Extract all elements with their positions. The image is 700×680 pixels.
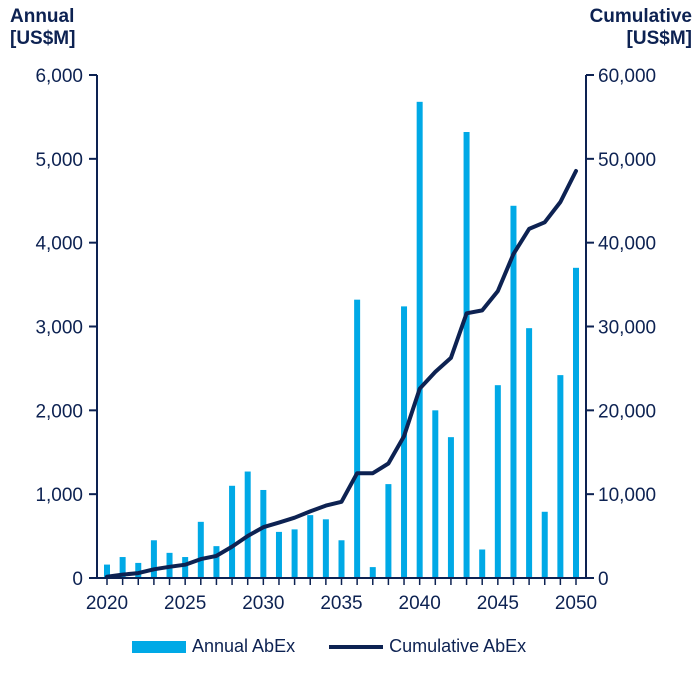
bar-2035: [338, 540, 345, 578]
bar-2023: [150, 540, 157, 578]
bar-2041: [432, 410, 439, 578]
left-tick-label: 0: [72, 569, 83, 590]
right-axis-label-line1: Cumulative: [589, 6, 692, 27]
right-axis-label: Cumulative [US$M]: [590, 6, 692, 50]
right-tick-label: 0: [598, 569, 609, 590]
left-axis-label: Annual [US$M]: [10, 6, 75, 50]
left-axis-label-line1: Annual: [10, 6, 75, 27]
x-tick-label: 2050: [555, 593, 597, 614]
x-tick-label: 2030: [242, 593, 284, 614]
x-tick-label: 2040: [399, 593, 441, 614]
legend-label-cumulative: Cumulative AbEx: [389, 636, 527, 656]
bar-2028: [229, 485, 236, 578]
left-tick-label: 4,000: [35, 234, 83, 255]
bar-2039: [401, 306, 408, 578]
left-tick-label: 2,000: [35, 401, 83, 422]
bar-2050: [573, 267, 579, 578]
left-tick-label: 3,000: [35, 318, 83, 339]
x-tick-label: 2025: [164, 593, 206, 614]
bar-2027: [213, 546, 220, 578]
legend: Annual AbEx Cumulative AbEx: [132, 636, 526, 657]
right-tick-label: 60,000: [598, 66, 656, 87]
bar-2022: [135, 562, 142, 578]
bar-2048: [541, 511, 548, 578]
bar-2029: [244, 471, 251, 578]
left-axis-label-line2: [US$M]: [10, 28, 76, 49]
bar-2032: [291, 529, 298, 578]
x-tick-label: 2045: [477, 593, 519, 614]
right-axis-label-line2: [US$M]: [626, 28, 692, 49]
legend-label-annual: Annual AbEx: [192, 636, 296, 656]
bar-2045: [494, 385, 501, 578]
x-tick-label: 2020: [86, 593, 128, 614]
bar-2030: [260, 489, 267, 578]
left-tick-label: 5,000: [35, 150, 83, 171]
bar-2033: [307, 515, 314, 578]
bar-2049: [557, 375, 564, 578]
right-tick-label: 40,000: [598, 234, 656, 255]
bar-2047: [526, 328, 533, 578]
bar-2044: [479, 549, 486, 578]
left-tick-label: 6,000: [35, 66, 83, 87]
bar-2025: [182, 557, 189, 578]
bar-2040: [416, 101, 423, 579]
right-tick-label: 30,000: [598, 318, 656, 339]
bar-2021: [119, 557, 126, 578]
right-tick-label: 50,000: [598, 150, 656, 171]
bar-2020: [104, 564, 110, 578]
bar-2034: [322, 519, 329, 578]
bar-2036: [354, 299, 361, 578]
legend-swatch-annual: [132, 640, 186, 653]
bar-2043: [463, 132, 470, 579]
left-tick-label: 1,000: [35, 485, 83, 506]
right-tick-label: 20,000: [598, 401, 656, 422]
bar-2031: [275, 531, 282, 578]
bar-2042: [447, 437, 454, 578]
right-tick-label: 10,000: [598, 485, 656, 506]
legend-swatch-cumulative: [329, 644, 384, 649]
bar-2037: [369, 567, 376, 578]
bar-2038: [385, 484, 392, 578]
bar-2046: [510, 205, 517, 578]
cumulative-line: [105, 169, 578, 579]
x-tick-label: 2035: [320, 593, 362, 614]
bar-2026: [197, 521, 204, 578]
